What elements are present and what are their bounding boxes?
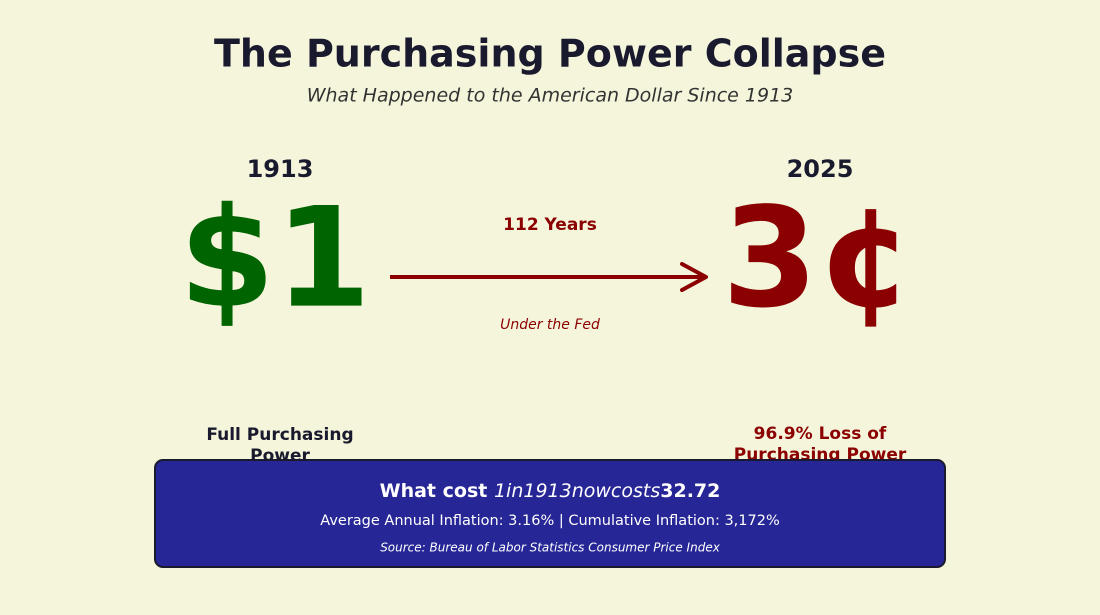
summary-headline: What cost 1in1913nowcosts32.72 (380, 480, 721, 502)
summary-box (154, 459, 946, 568)
end-amount: 3¢ (722, 178, 914, 339)
title: The Purchasing Power Collapse (214, 32, 886, 76)
start-amount: $1 (179, 178, 371, 339)
arrow-head (680, 262, 708, 292)
headline-part: What cost (380, 480, 494, 502)
headline-part: 1in1913nowcosts (494, 480, 660, 502)
duration-label: 112 Years (503, 215, 597, 235)
summary-source: Source: Bureau of Labor Statistics Consu… (380, 541, 721, 555)
summary-stats: Average Annual Inflation: 3.16% | Cumula… (320, 513, 780, 529)
subtitle: What Happened to the American Dollar Sin… (307, 85, 794, 107)
end-caption: 96.9% Loss of (754, 424, 887, 444)
end-year: 2025 (787, 155, 854, 183)
duration-sublabel: Under the Fed (500, 317, 600, 333)
start-caption: Full Purchasing (206, 425, 353, 445)
start-year: 1913 (247, 155, 314, 183)
headline-part: 32.72 (660, 480, 720, 502)
